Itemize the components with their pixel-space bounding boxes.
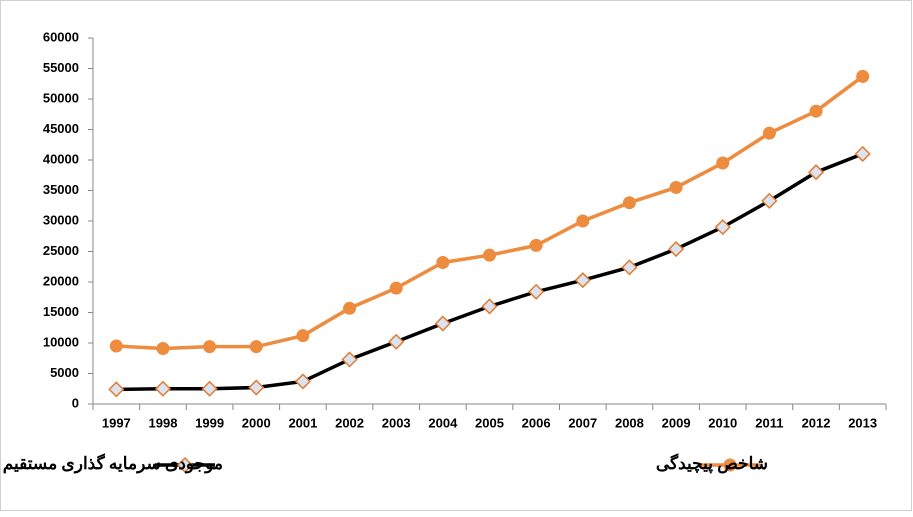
x-tick-label: 2004 <box>428 415 458 430</box>
marker <box>483 248 496 262</box>
marker <box>341 351 358 368</box>
y-tick-label: 0 <box>72 395 79 410</box>
y-tick-label: 20000 <box>43 273 79 288</box>
marker <box>807 164 825 181</box>
marker <box>296 329 310 343</box>
marker <box>108 381 125 398</box>
y-tick-label: 5000 <box>50 365 79 380</box>
marker <box>529 238 543 252</box>
marker <box>528 283 545 300</box>
y-tick-label: 15000 <box>43 304 79 319</box>
y-tick-label: 10000 <box>43 334 79 349</box>
marker <box>343 301 357 315</box>
marker <box>716 156 730 170</box>
marker <box>668 240 685 258</box>
marker <box>809 104 823 118</box>
marker <box>294 373 311 390</box>
marker <box>714 219 731 236</box>
marker <box>574 272 591 289</box>
y-tick-label: 50000 <box>43 90 79 105</box>
marker <box>249 340 263 354</box>
marker <box>389 281 403 295</box>
x-tick-label: 2000 <box>242 415 271 430</box>
y-tick-label: 25000 <box>43 243 79 258</box>
marker <box>856 69 870 83</box>
y-tick-label: 35000 <box>43 182 79 197</box>
marker <box>622 196 636 210</box>
x-tick-label: 2013 <box>848 415 877 430</box>
x-tick-label: 2007 <box>568 415 597 430</box>
x-tick-label: 1998 <box>149 415 178 430</box>
x-tick-label: 1999 <box>195 415 224 430</box>
marker <box>669 180 683 194</box>
marker <box>201 380 218 397</box>
marker <box>854 145 871 162</box>
y-tick-label: 40000 <box>43 151 79 166</box>
marker <box>154 380 172 397</box>
y-tick-label: 45000 <box>43 121 79 136</box>
x-tick-label: 2005 <box>475 415 504 430</box>
legend-label: شاخص پیچیدگی <box>656 453 768 474</box>
marker <box>761 192 778 209</box>
marker <box>388 333 405 350</box>
y-tick-label: 60000 <box>43 29 79 44</box>
marker <box>156 341 170 355</box>
x-tick-label: 2009 <box>662 415 691 430</box>
marker <box>762 126 776 140</box>
marker <box>109 339 123 353</box>
marker <box>723 458 737 472</box>
x-tick-label: 2010 <box>708 415 737 430</box>
x-tick-label: 2008 <box>615 415 644 430</box>
marker <box>176 456 194 474</box>
marker <box>436 255 450 269</box>
x-tick-label: 1997 <box>102 415 131 430</box>
x-tick-label: 2011 <box>755 415 783 430</box>
marker <box>576 214 590 228</box>
marker <box>203 340 217 354</box>
marker <box>248 379 265 396</box>
x-tick-label: 2006 <box>522 415 551 430</box>
x-tick-label: 2012 <box>802 415 831 430</box>
marker <box>621 259 638 276</box>
legend-label: موجودی سرمایه گذاری مستقیم خارجی <box>0 453 223 474</box>
marker <box>434 315 451 332</box>
y-tick-label: 30000 <box>43 212 79 227</box>
x-tick-label: 2001 <box>288 415 317 430</box>
marker <box>481 298 498 315</box>
x-tick-label: 2002 <box>335 415 364 430</box>
x-tick-label: 2003 <box>382 415 411 430</box>
y-tick-label: 55000 <box>43 60 79 75</box>
